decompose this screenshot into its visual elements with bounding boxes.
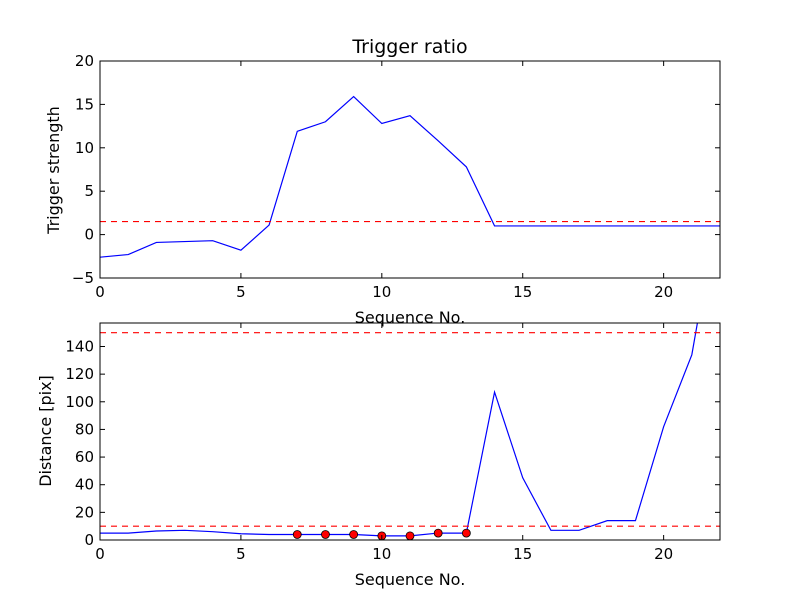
- x-tick-label: 5: [236, 283, 246, 301]
- plot-area: [100, 323, 720, 540]
- trigger-strength-panel: Trigger ratio Sequence No. Trigger stren…: [44, 36, 721, 327]
- x-tick-label: 20: [654, 545, 673, 563]
- x-tick-label: 0: [95, 283, 105, 301]
- y-tick-label: 5: [84, 182, 94, 200]
- x-axis-label: Sequence No.: [355, 570, 466, 589]
- distance-panel: Sequence No. Distance [pix] 0 5 10 15 20 0 20 4…: [36, 322, 721, 589]
- y-axis-label: Trigger strength: [44, 106, 63, 235]
- data-point-marker: [292, 530, 302, 539]
- y-tick-label: 140: [65, 337, 94, 355]
- y-tick-label: 40: [75, 476, 94, 494]
- y-tick-label: −5: [72, 269, 94, 287]
- data-point-marker: [405, 531, 415, 540]
- plot-area: [100, 95, 720, 258]
- y-tick-label: 120: [65, 365, 94, 383]
- series-line: [100, 323, 699, 537]
- x-tick-label: 15: [513, 545, 532, 563]
- data-point-marker: [321, 530, 330, 539]
- y-axis-label: Distance [pix]: [36, 375, 55, 487]
- x-tick-label: 10: [372, 545, 391, 563]
- x-tick-label: 10: [372, 283, 391, 301]
- plot-frame: [99, 60, 721, 279]
- y-tick-label: 0: [84, 531, 94, 549]
- y-tick-label: 0: [84, 226, 94, 244]
- data-point-marker: [433, 528, 443, 538]
- x-tick-label: 5: [236, 545, 246, 563]
- plot-frame: [99, 322, 721, 541]
- x-axis-label: Sequence No.: [355, 308, 466, 327]
- x-tick-label: 0: [95, 545, 105, 563]
- data-point-marker: [461, 528, 471, 538]
- y-tick-label: 20: [75, 503, 94, 521]
- y-tick-label: 20: [75, 52, 94, 70]
- x-tick-label: 15: [513, 283, 532, 301]
- y-tick-label: 10: [75, 139, 94, 157]
- y-tick-label: 80: [75, 420, 94, 438]
- data-point-marker: [349, 530, 359, 539]
- series-line: [100, 95, 720, 258]
- x-tick-label: 20: [654, 283, 673, 301]
- y-tick-label: 100: [65, 393, 94, 411]
- chart-title: Trigger ratio: [351, 36, 467, 58]
- y-tick-label: 60: [75, 448, 94, 466]
- y-tick-label: 15: [75, 95, 94, 113]
